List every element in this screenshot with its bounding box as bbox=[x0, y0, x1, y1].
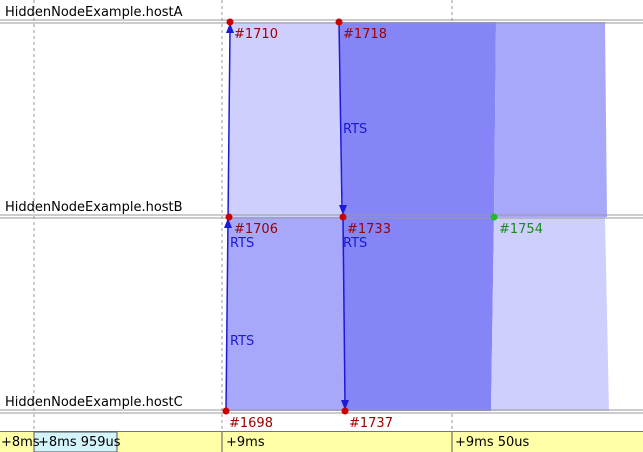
event-label-1706[interactable]: #1706 bbox=[234, 222, 278, 237]
message-line-1718-1733[interactable] bbox=[338, 21, 343, 209]
host-label-hostC[interactable]: HiddenNodeExample.hostC bbox=[5, 395, 183, 410]
event-dot-1737[interactable] bbox=[341, 407, 349, 415]
host-label-hostB[interactable]: HiddenNodeExample.hostB bbox=[5, 200, 183, 215]
arrowhead-1737 bbox=[341, 400, 349, 410]
event-dot-1710[interactable] bbox=[226, 18, 234, 26]
timeline-bar bbox=[0, 431, 643, 452]
message-label-rts-1718-1733[interactable]: RTS bbox=[343, 122, 367, 137]
host-labels: HiddenNodeExample.hostA HiddenNodeExampl… bbox=[5, 5, 183, 410]
transmission-bands bbox=[226, 22, 609, 411]
event-label-1754[interactable]: #1754 bbox=[499, 222, 543, 237]
band-hostB-mid bbox=[226, 217, 345, 411]
message-label-rts-1698-1706[interactable]: RTS bbox=[230, 334, 254, 349]
event-dot-1718[interactable] bbox=[335, 18, 343, 26]
event-label-1733[interactable]: #1733 bbox=[347, 222, 391, 237]
arrowhead-1733 bbox=[339, 205, 347, 215]
band-hostB-dark bbox=[343, 217, 494, 411]
message-label-rts-1733-1737[interactable]: RTS bbox=[343, 236, 367, 251]
timeline-tick-8ms: +8ms bbox=[1, 435, 40, 450]
event-dot-1698[interactable] bbox=[222, 407, 230, 415]
band-hostA-mid bbox=[494, 22, 607, 217]
event-label-1718[interactable]: #1718 bbox=[343, 27, 387, 42]
event-label-1737[interactable]: #1737 bbox=[349, 416, 393, 431]
event-dot-1733[interactable] bbox=[339, 213, 347, 221]
timeline-tick-8ms-959us: +8ms 959us bbox=[38, 435, 121, 450]
arrowhead-1710 bbox=[226, 23, 234, 33]
band-hostA-dark bbox=[339, 22, 496, 217]
event-label-1710[interactable]: #1710 bbox=[234, 27, 278, 42]
message-arrows: RTS RTS RTS RTS bbox=[224, 21, 367, 412]
event-dot-1706[interactable] bbox=[225, 213, 233, 221]
event-label-1698[interactable]: #1698 bbox=[229, 416, 273, 431]
message-line-1733-1737[interactable] bbox=[342, 216, 346, 404]
host-label-hostA[interactable]: HiddenNodeExample.hostA bbox=[5, 5, 183, 20]
message-label-rts-1698-1710[interactable]: RTS bbox=[230, 236, 254, 251]
band-hostB-light bbox=[491, 217, 609, 411]
arrowhead-1706 bbox=[224, 218, 232, 228]
event-dot-1754[interactable] bbox=[490, 213, 498, 221]
band-hostA-light bbox=[228, 22, 343, 217]
timeline-tick-9ms-50us: +9ms 50us bbox=[455, 435, 530, 450]
host-axes bbox=[0, 19, 643, 414]
events: #1710 #1718 #1706 #1733 #1754 #1698 #173… bbox=[222, 18, 543, 431]
timeline-ruler[interactable]: +8ms +8ms 959us +9ms +9ms 50us bbox=[0, 431, 643, 452]
timeline-tick-9ms: +9ms bbox=[226, 435, 265, 450]
